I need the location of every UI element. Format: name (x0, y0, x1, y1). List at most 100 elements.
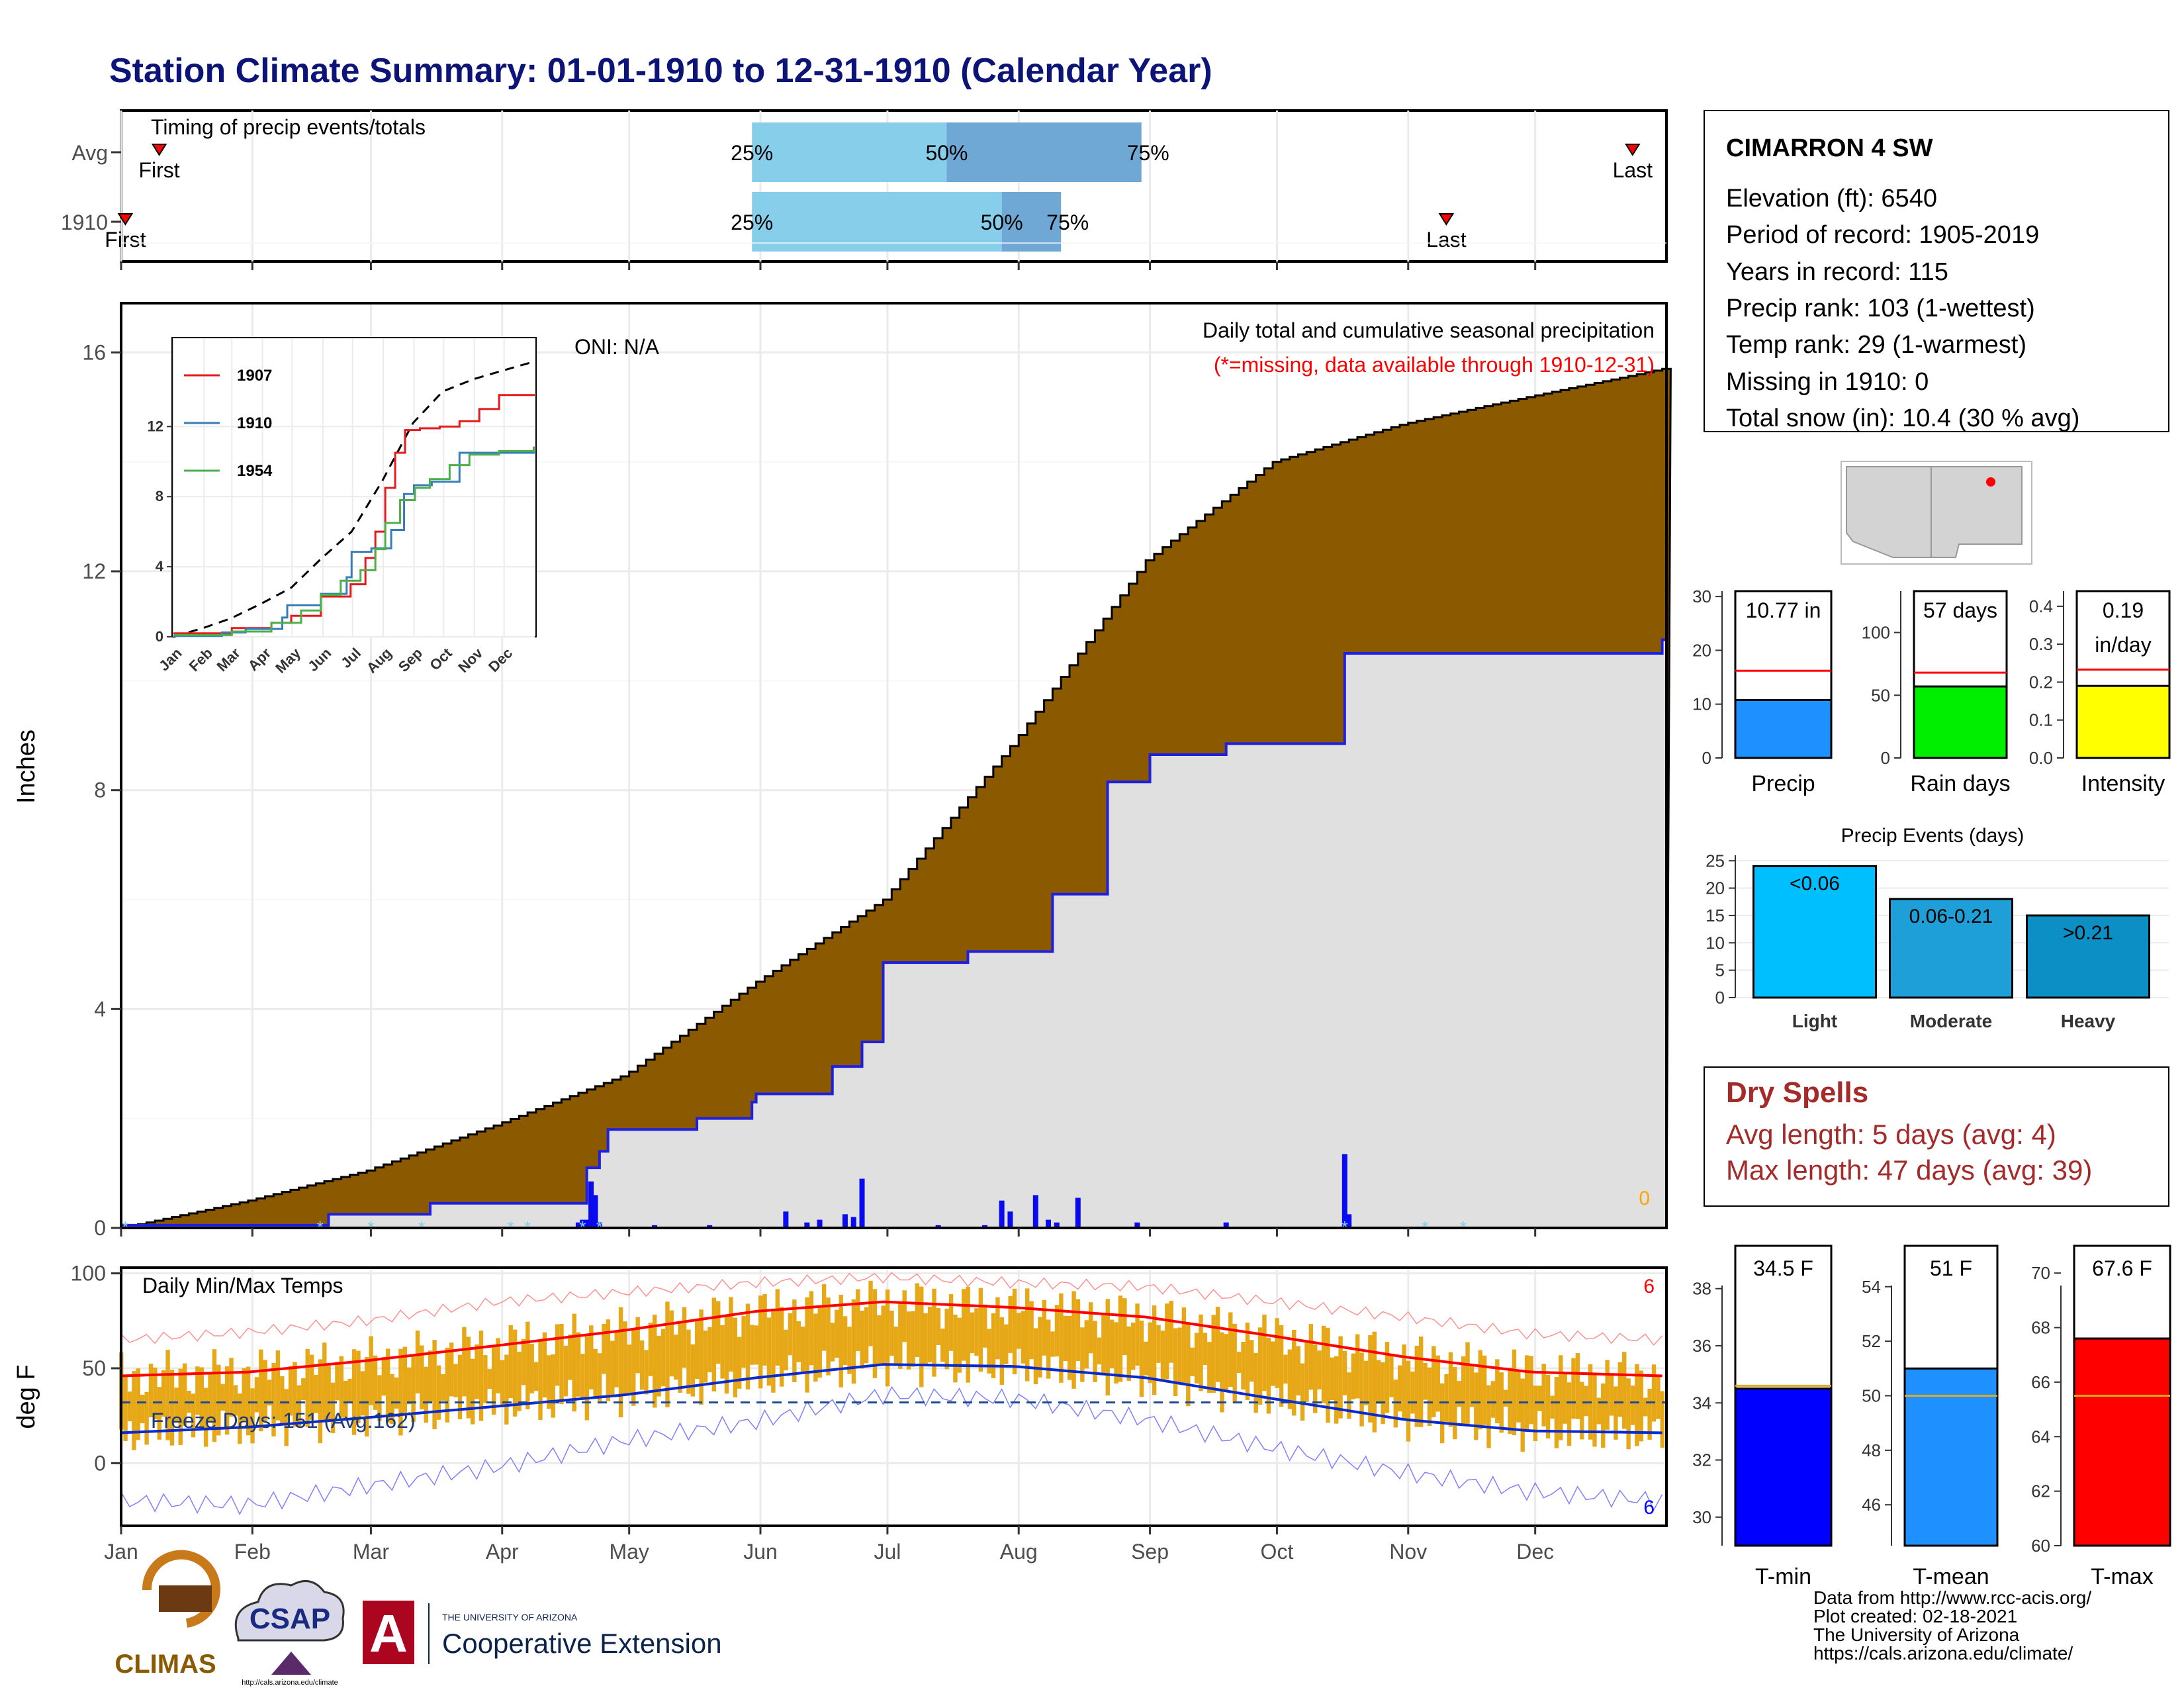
daily-temp-bar (711, 1297, 717, 1391)
dry-spells-avg: Avg length: 5 days (avg: 4) (1726, 1119, 2056, 1150)
daily-temp-bar (944, 1309, 949, 1370)
dry-spells-box: Dry Spells Avg length: 5 days (avg: 4) M… (1704, 1066, 2169, 1207)
daily-temp-bar (1326, 1327, 1330, 1423)
precip-y-axis: 0 4 8 12 16 (82, 340, 1537, 1240)
daily-precip-bar (1342, 1154, 1347, 1228)
temp-panel: 0 50 100 Daily Min/Max Temps Freeze Days: … (13, 1262, 1668, 1564)
daily-temp-bar (1253, 1352, 1258, 1413)
month-axis: Jan Feb Mar Apr May Jun Jul Aug Sep Oct Nov Dec (104, 1526, 1554, 1564)
temp-mini-value-label: 51 F (1930, 1256, 1972, 1280)
dry-spells-max: Max length: 47 days (avg: 39) (1726, 1154, 2092, 1186)
mini-y-tick-label: 0.1 (2029, 710, 2053, 730)
mini-value-label: 10.77 in (1746, 598, 1821, 622)
daily-temp-bar (762, 1293, 767, 1366)
daily-temp-bar (343, 1380, 348, 1421)
daily-temp-bar (1017, 1313, 1021, 1349)
daily-temp-bar (893, 1327, 899, 1364)
daily-temp-bar (381, 1356, 387, 1396)
daily-temp-bar (1385, 1342, 1390, 1413)
daily-temp-bar (1520, 1378, 1525, 1452)
daily-temp-bar (140, 1395, 145, 1423)
daily-temp-bar (1635, 1364, 1639, 1446)
daily-temp-bar (402, 1346, 408, 1413)
daily-temp-bar (703, 1331, 708, 1383)
daily-precip-bar (707, 1225, 713, 1228)
daily-temp-bar (199, 1367, 204, 1428)
daily-temp-bar (1347, 1372, 1351, 1419)
daily-temp-bar (695, 1320, 700, 1379)
daily-temp-bar (386, 1348, 390, 1423)
station-total-snow: Total snow (in): 10.4 (30 % avg) (1726, 404, 2079, 432)
daily-temp-bar (720, 1325, 725, 1379)
daily-temp-bar (1279, 1325, 1284, 1407)
daily-temp-bar (606, 1319, 611, 1401)
precip-events-chart: Precip Events (days) 0 5 10 15 20 25 <0.06 Ligh… (1706, 825, 2169, 1031)
daily-temp-bar (1067, 1315, 1072, 1380)
normal-min-line (120, 1363, 1662, 1434)
temp-mini-y-tick-label: 68 (2031, 1318, 2050, 1338)
daily-temp-bar (1486, 1385, 1491, 1448)
daily-precip-bar (596, 1222, 602, 1228)
daily-temp-bar (314, 1374, 318, 1413)
daily-temp-bar (407, 1367, 412, 1405)
daily-temp-bar (809, 1291, 814, 1366)
daily-temp-bar (1054, 1305, 1060, 1357)
daily-temp-bar (1207, 1342, 1212, 1393)
inset-legend-label: 1954 (237, 462, 273, 480)
timing-row: Avg 25% 50% 75% First Last (71, 122, 1653, 182)
daily-temp-bar (771, 1309, 776, 1393)
daily-temp-bar (512, 1329, 518, 1417)
map-arizona (1846, 466, 1932, 558)
inset-y-tick-label: 8 (156, 488, 163, 504)
daily-temp-bar (1550, 1395, 1555, 1419)
daily-temp-bar (1304, 1340, 1309, 1402)
station-missing: Missing in 1910: 0 (1726, 368, 1929, 396)
daily-temp-bar (631, 1330, 636, 1406)
daily-precip-bar (588, 1181, 594, 1228)
temp-mini-y-tick-label: 48 (1862, 1440, 1881, 1460)
daily-precip-bar (1046, 1219, 1051, 1228)
daily-temp-bar (1308, 1324, 1314, 1390)
daily-temp-bar (1418, 1336, 1424, 1427)
daily-temp-bar (563, 1345, 569, 1397)
inset-series-line (173, 447, 535, 637)
daily-precip-bar (804, 1222, 810, 1228)
daily-temp-bar (580, 1354, 585, 1399)
daily-temp-bar (1537, 1385, 1542, 1411)
month-label: Oct (1261, 1540, 1294, 1564)
daily-temp-bar (1444, 1374, 1449, 1422)
daily-temp-bar (1321, 1325, 1326, 1403)
daily-temp-bar (559, 1324, 564, 1405)
daily-temp-bar (690, 1344, 696, 1397)
daily-temp-bar (1257, 1327, 1263, 1405)
timing-first-marker (151, 144, 167, 156)
daily-temp-bar (309, 1354, 314, 1420)
daily-precip-bar (652, 1225, 658, 1228)
daily-temp-bar (1071, 1291, 1076, 1389)
daily-temp-bar (1029, 1301, 1034, 1360)
ua-name: THE UNIVERSITY OF ARIZONA (442, 1612, 578, 1622)
daily-temp-bar (326, 1366, 331, 1422)
daily-temp-bar (1101, 1313, 1106, 1374)
daily-temp-bar (470, 1358, 475, 1425)
daily-temp-bar (1592, 1373, 1597, 1447)
daily-temp-bar (962, 1289, 966, 1361)
daily-temp-bar (390, 1374, 394, 1425)
daily-temp-bar (174, 1387, 179, 1423)
daily-precip-bar (1346, 1214, 1352, 1228)
daily-temp-bar (1224, 1334, 1229, 1391)
daily-temp-bar (1169, 1301, 1173, 1363)
precip-missing-label: (*=missing, data available through 1910-… (1214, 353, 1655, 377)
daily-temp-bar (1381, 1362, 1385, 1425)
daily-temp-bar (351, 1349, 357, 1435)
daily-temp-bar (1427, 1367, 1432, 1426)
daily-temp-bar (318, 1359, 323, 1444)
credit-data-source: Data from http://www.rcc-acis.org/ (1813, 1587, 2091, 1608)
events-bar (2026, 914, 2150, 999)
daily-temp-bar (1130, 1322, 1136, 1370)
record-max-line (120, 1272, 1663, 1346)
daily-temp-bar (449, 1342, 454, 1397)
daily-temp-bar (1626, 1378, 1631, 1450)
